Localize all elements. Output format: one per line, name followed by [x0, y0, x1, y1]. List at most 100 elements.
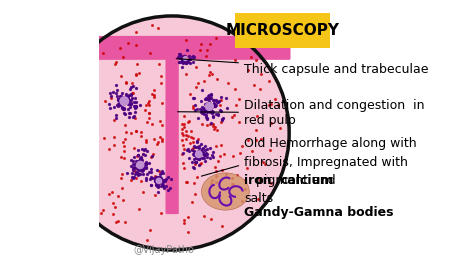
Point [137, 179, 145, 183]
Point [188, 148, 196, 152]
Point [125, 115, 133, 119]
Point [120, 156, 128, 161]
Point [191, 192, 199, 196]
Point [133, 30, 140, 34]
Point [198, 151, 205, 155]
Point [190, 104, 197, 108]
Point [208, 109, 216, 113]
Point [136, 166, 144, 170]
Point [141, 108, 149, 112]
Point [154, 184, 161, 188]
Point [189, 146, 197, 150]
Point [154, 180, 161, 185]
Point [105, 102, 113, 106]
Point [180, 147, 188, 151]
Point [193, 155, 201, 159]
Point [129, 159, 137, 163]
Point [200, 110, 208, 114]
Point [179, 127, 186, 131]
Point [151, 178, 159, 182]
Point [203, 152, 211, 156]
Point [108, 96, 115, 101]
Point [207, 96, 215, 100]
Point [200, 153, 207, 157]
Point [137, 165, 145, 169]
Point [115, 101, 122, 106]
Point [89, 167, 97, 171]
Point [182, 38, 190, 43]
Point [135, 171, 142, 175]
Point [127, 102, 135, 106]
Point [192, 160, 200, 164]
Point [134, 160, 141, 164]
Point [118, 172, 126, 176]
Point [153, 180, 161, 185]
Point [69, 82, 77, 86]
Point [93, 94, 100, 98]
Point [155, 190, 162, 194]
Point [92, 191, 100, 196]
Point [194, 81, 202, 85]
Point [200, 156, 208, 160]
Point [156, 177, 164, 181]
Point [135, 159, 143, 163]
Point [261, 162, 268, 166]
Point [131, 169, 138, 173]
Ellipse shape [201, 173, 249, 210]
Point [124, 102, 131, 106]
Point [212, 112, 219, 116]
Point [164, 188, 172, 193]
Point [183, 148, 191, 152]
Point [189, 136, 197, 140]
Point [123, 95, 130, 99]
Circle shape [195, 150, 203, 158]
Circle shape [136, 161, 145, 169]
Point [152, 179, 159, 184]
Point [228, 115, 236, 119]
Point [203, 123, 211, 127]
Point [128, 95, 136, 100]
Point [191, 181, 198, 185]
Point [180, 57, 188, 62]
Point [108, 190, 115, 194]
Point [179, 143, 186, 147]
Point [119, 198, 127, 202]
Point [97, 210, 104, 215]
Point [135, 207, 142, 211]
Point [131, 106, 138, 110]
Point [119, 106, 127, 111]
Point [196, 161, 203, 166]
Point [265, 103, 273, 107]
Point [113, 103, 121, 107]
Point [132, 43, 140, 47]
Point [63, 127, 71, 131]
Circle shape [183, 56, 188, 61]
Point [152, 178, 160, 183]
Point [143, 140, 150, 144]
Point [113, 116, 120, 120]
Point [145, 110, 153, 115]
Point [219, 224, 226, 228]
Point [215, 99, 223, 103]
Point [195, 156, 203, 161]
Point [74, 79, 82, 83]
Point [210, 102, 218, 106]
Point [118, 101, 126, 105]
Point [212, 103, 220, 107]
Point [150, 137, 157, 141]
Point [205, 106, 213, 111]
Point [142, 138, 150, 142]
Point [192, 152, 200, 156]
Bar [235, 13, 330, 48]
Point [212, 179, 219, 184]
Point [136, 167, 144, 172]
Point [157, 171, 165, 175]
Point [193, 139, 201, 143]
Point [176, 52, 184, 56]
Point [209, 152, 216, 157]
Point [208, 121, 215, 125]
Point [149, 152, 156, 156]
Point [191, 96, 198, 100]
Point [175, 60, 183, 64]
Point [133, 160, 141, 164]
